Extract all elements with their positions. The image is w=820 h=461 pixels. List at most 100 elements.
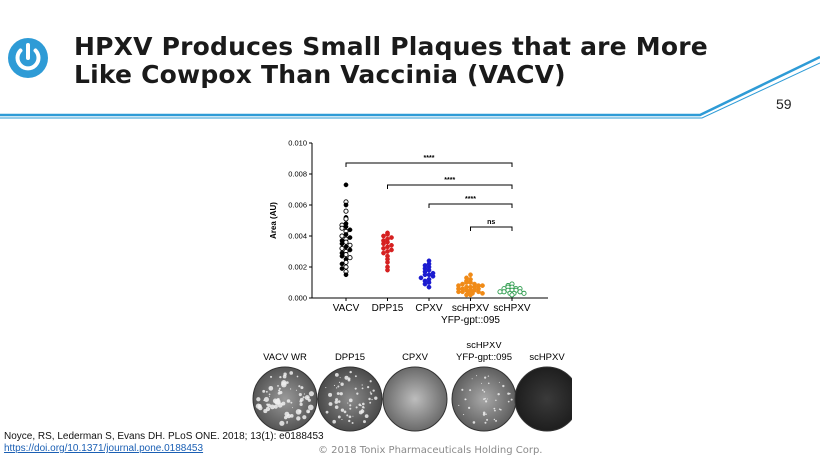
plaque-spot	[480, 382, 483, 384]
data-point	[343, 182, 349, 188]
plaque-spot	[337, 385, 340, 388]
data-point	[381, 241, 386, 247]
data-point	[381, 246, 386, 251]
plaque-spot	[277, 391, 281, 395]
plaque-spot	[300, 386, 304, 390]
plaque-spot	[361, 387, 364, 390]
citation-link[interactable]: https://doi.org/10.1371/journal.pone.018…	[4, 443, 204, 454]
plaque-spot	[286, 399, 291, 403]
plaque-spot	[278, 389, 281, 392]
plaque-spot	[267, 403, 271, 408]
plaque-spot	[482, 411, 486, 414]
data-point	[464, 292, 469, 298]
plaque-spot	[363, 407, 365, 409]
plaque-spot	[265, 390, 268, 393]
plaque-spot	[296, 375, 299, 378]
plaque-spot	[495, 419, 497, 422]
data-point	[426, 284, 432, 290]
data-point	[460, 289, 465, 295]
plaque-spot	[369, 391, 372, 393]
plaque-spot	[269, 404, 275, 410]
significance-bracket	[345, 162, 513, 167]
plaque-spot	[348, 419, 351, 423]
data-point	[347, 242, 353, 248]
data-point	[339, 245, 345, 251]
plaque-spot	[348, 398, 353, 403]
plaque-spot	[362, 402, 365, 406]
plaque-spot	[306, 396, 309, 399]
plaque-spot	[265, 406, 271, 412]
plaque-spot	[358, 410, 363, 415]
data-point	[339, 233, 345, 239]
significance-brackets: **** **** **** ns	[345, 155, 513, 231]
data-point	[343, 259, 349, 265]
plaque-label: scHPXV	[466, 342, 502, 351]
plaque-spot	[279, 375, 282, 379]
data-point	[339, 253, 345, 259]
title-line-1: HPXV Produces Small Plaques that are Mor…	[74, 32, 708, 61]
plaque-spot	[278, 387, 281, 390]
x-tick-label: VACV	[333, 303, 360, 314]
plaque-label: CPXV	[402, 352, 429, 363]
plaque-spot	[360, 404, 362, 407]
plaque-label: scHPXV	[529, 352, 565, 363]
chart-axes	[309, 142, 548, 301]
plaque-spot	[498, 381, 500, 383]
plaque-label: DPP15	[335, 352, 365, 363]
page-number: 59	[776, 96, 792, 112]
data-point	[385, 267, 390, 273]
plaque-spot	[340, 382, 344, 386]
data-point	[460, 281, 465, 287]
plaque-spot	[361, 384, 363, 386]
plaque-spot	[332, 419, 336, 424]
plaque-spot	[369, 380, 372, 383]
plaque-spot	[346, 414, 349, 417]
plaque-spot	[281, 401, 286, 406]
plaque-spot	[289, 371, 294, 375]
plaque-sublabel: YFP-gpt::095	[456, 352, 512, 363]
plaque-spot	[495, 399, 497, 402]
data-point	[464, 280, 469, 285]
plaque-spot	[334, 373, 339, 377]
significance-label: ****	[424, 155, 435, 162]
plaque-spot	[286, 381, 289, 384]
plaque-spot	[366, 385, 370, 389]
data-point	[389, 235, 394, 240]
plaque-spot	[256, 397, 261, 402]
plaque-spot	[485, 413, 487, 416]
plaque-spot	[290, 401, 293, 404]
y-axis-title: Area (AU)	[269, 202, 278, 239]
data-point	[430, 273, 436, 279]
data-point	[385, 239, 390, 245]
data-point	[389, 242, 394, 248]
plaque-spot	[328, 402, 333, 406]
plaque-spot	[461, 388, 464, 391]
data-point	[422, 272, 428, 278]
x-tick-label: DPP15	[372, 303, 404, 314]
plaque-spot	[307, 404, 314, 411]
plaque-spot	[509, 393, 511, 395]
plaque-spot	[487, 375, 490, 377]
plaque-spot	[486, 398, 488, 400]
plaque-spot	[277, 385, 279, 387]
data-point	[426, 267, 432, 273]
plaque-spot	[283, 415, 288, 420]
plaque-spot	[299, 402, 303, 407]
plaque-spot	[355, 406, 358, 409]
y-tick-label: 0.002	[288, 263, 307, 272]
plaque-spot	[286, 420, 289, 423]
plaque-spot	[344, 375, 349, 380]
plaque-spot	[371, 398, 373, 401]
plaque-spot	[363, 420, 366, 424]
plaque-dish	[514, 366, 572, 432]
plaque-spot	[328, 392, 333, 397]
plaque-spot	[325, 387, 327, 389]
plaque-spot	[361, 408, 363, 411]
x-tick-label: scHPXV	[452, 303, 490, 314]
plaque-spot	[349, 407, 352, 410]
y-tick-label: 0.008	[288, 170, 307, 179]
data-point	[385, 232, 390, 237]
data-point	[343, 239, 349, 245]
plaque-spot	[334, 400, 339, 404]
y-tick-label: 0.000	[288, 294, 307, 303]
